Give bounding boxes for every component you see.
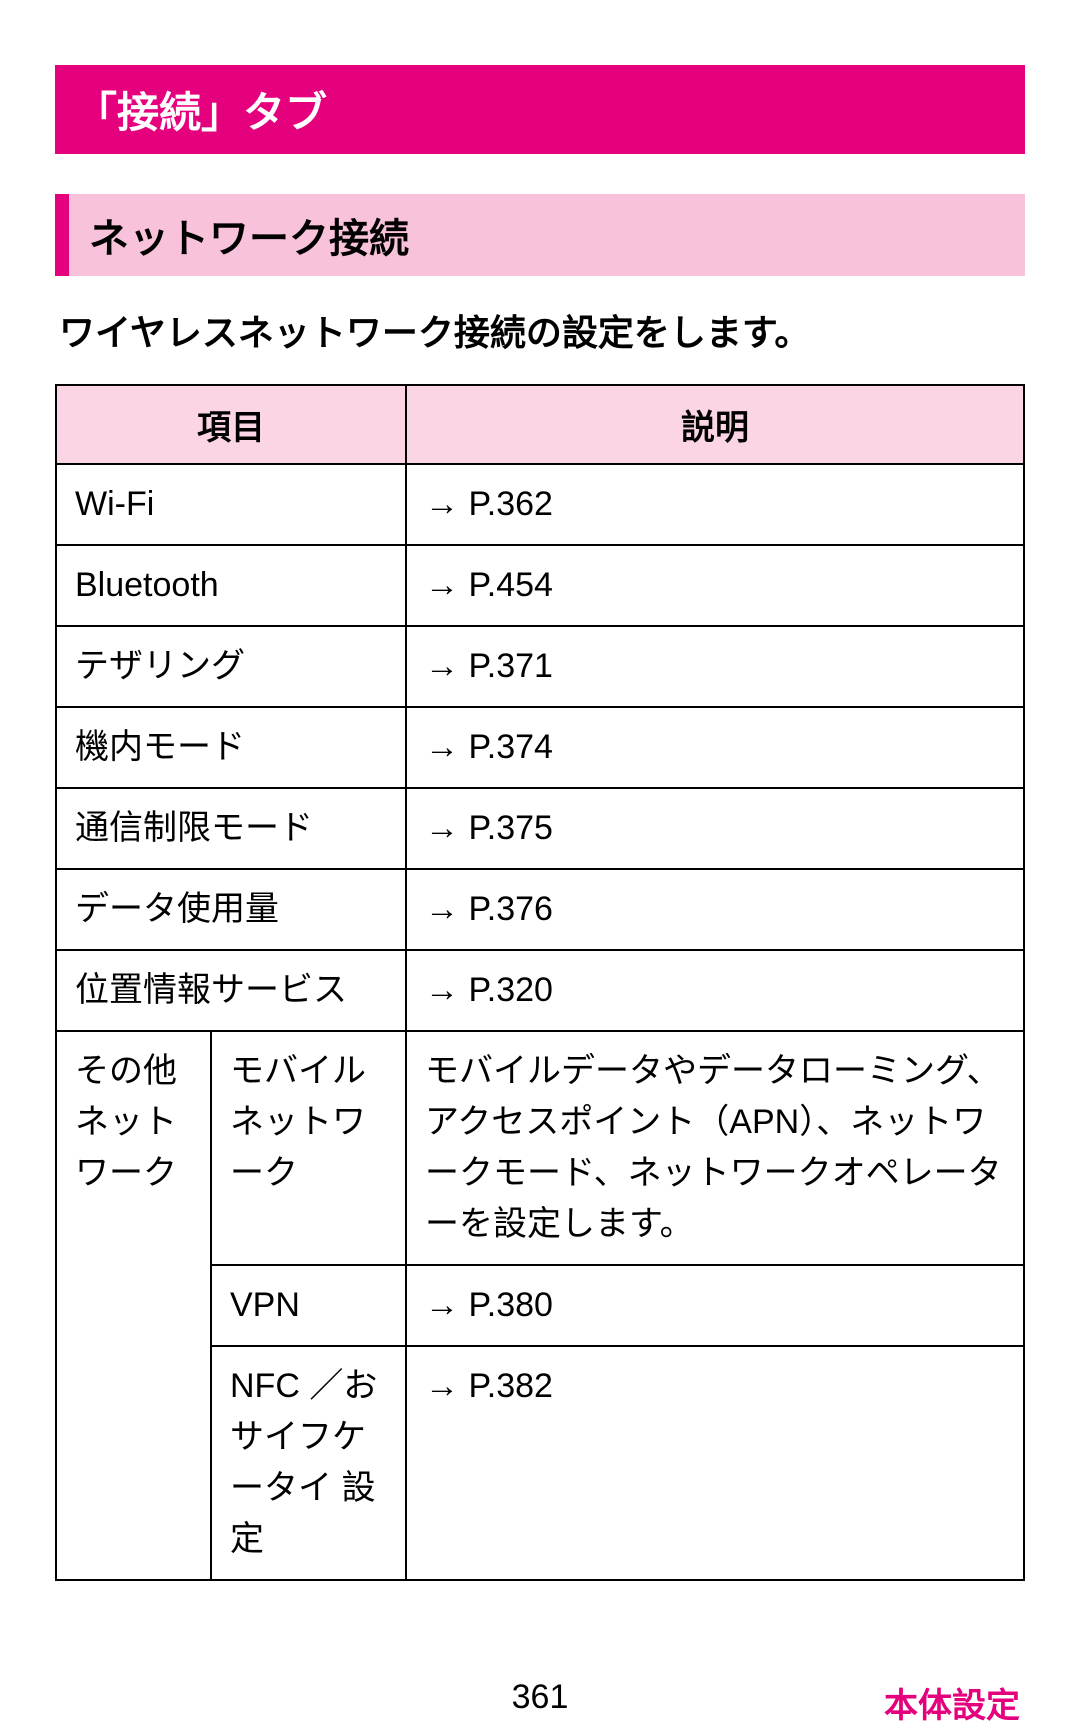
table-cell-desc: → P.380 bbox=[406, 1265, 1024, 1346]
table-cell-item: 機内モード bbox=[56, 707, 406, 788]
table-cell-subitem: NFC ／おサイフケータイ 設定 bbox=[211, 1346, 406, 1580]
page-title-text: 「接続」タブ bbox=[75, 89, 327, 136]
table-cell-subitem: VPN bbox=[211, 1265, 406, 1346]
table-row: その他ネットワーク モバイルネットワーク モバイルデータやデータローミング、アク… bbox=[56, 1031, 1024, 1265]
table-row: 機内モード → P.374 bbox=[56, 707, 1024, 788]
section-header: ネットワーク接続 bbox=[55, 194, 1025, 276]
table-row: Wi-Fi → P.362 bbox=[56, 464, 1024, 545]
table-cell-item: テザリング bbox=[56, 626, 406, 707]
table-header-item: 項目 bbox=[56, 385, 406, 464]
section-description-text: ワイヤレスネットワーク接続の設定をします。 bbox=[59, 312, 810, 353]
table-row: テザリング → P.371 bbox=[56, 626, 1024, 707]
page-title-bar: 「接続」タブ bbox=[55, 65, 1025, 154]
table-cell-item: Wi-Fi bbox=[56, 464, 406, 545]
page-container: 「接続」タブ ネットワーク接続 ワイヤレスネットワーク接続の設定をします。 項目… bbox=[0, 0, 1080, 1581]
page-number: 361 bbox=[512, 1678, 569, 1717]
table-body: Wi-Fi → P.362 Bluetooth → P.454 テザリング → … bbox=[56, 464, 1024, 1580]
table-cell-subitem: モバイルネットワーク bbox=[211, 1031, 406, 1265]
table-cell-desc: → P.371 bbox=[406, 626, 1024, 707]
table-cell-desc: → P.454 bbox=[406, 545, 1024, 626]
table-row: Bluetooth → P.454 bbox=[56, 545, 1024, 626]
table-cell-item: 通信制限モード bbox=[56, 788, 406, 869]
table-row: データ使用量 → P.376 bbox=[56, 869, 1024, 950]
section-header-text: ネットワーク接続 bbox=[89, 217, 409, 261]
table-cell-desc: モバイルデータやデータローミング、アクセスポイント（APN）、ネットワークモード… bbox=[406, 1031, 1024, 1265]
table-cell-desc: → P.362 bbox=[406, 464, 1024, 545]
table-header-desc: 説明 bbox=[406, 385, 1024, 464]
table-row: 位置情報サービス → P.320 bbox=[56, 950, 1024, 1031]
table-cell-group: その他ネットワーク bbox=[56, 1031, 211, 1580]
table-cell-item: Bluetooth bbox=[56, 545, 406, 626]
table-cell-item: データ使用量 bbox=[56, 869, 406, 950]
section-description: ワイヤレスネットワーク接続の設定をします。 bbox=[55, 304, 1025, 356]
table-cell-desc: → P.375 bbox=[406, 788, 1024, 869]
table-cell-item: 位置情報サービス bbox=[56, 950, 406, 1031]
table-cell-desc: → P.382 bbox=[406, 1346, 1024, 1580]
table-row: 通信制限モード → P.375 bbox=[56, 788, 1024, 869]
table-cell-desc: → P.320 bbox=[406, 950, 1024, 1031]
settings-table: 項目 説明 Wi-Fi → P.362 Bluetooth → P.454 テザ… bbox=[55, 384, 1025, 1581]
table-cell-desc: → P.376 bbox=[406, 869, 1024, 950]
footer-section-label: 本体設定 bbox=[884, 1678, 1020, 1727]
table-cell-desc: → P.374 bbox=[406, 707, 1024, 788]
